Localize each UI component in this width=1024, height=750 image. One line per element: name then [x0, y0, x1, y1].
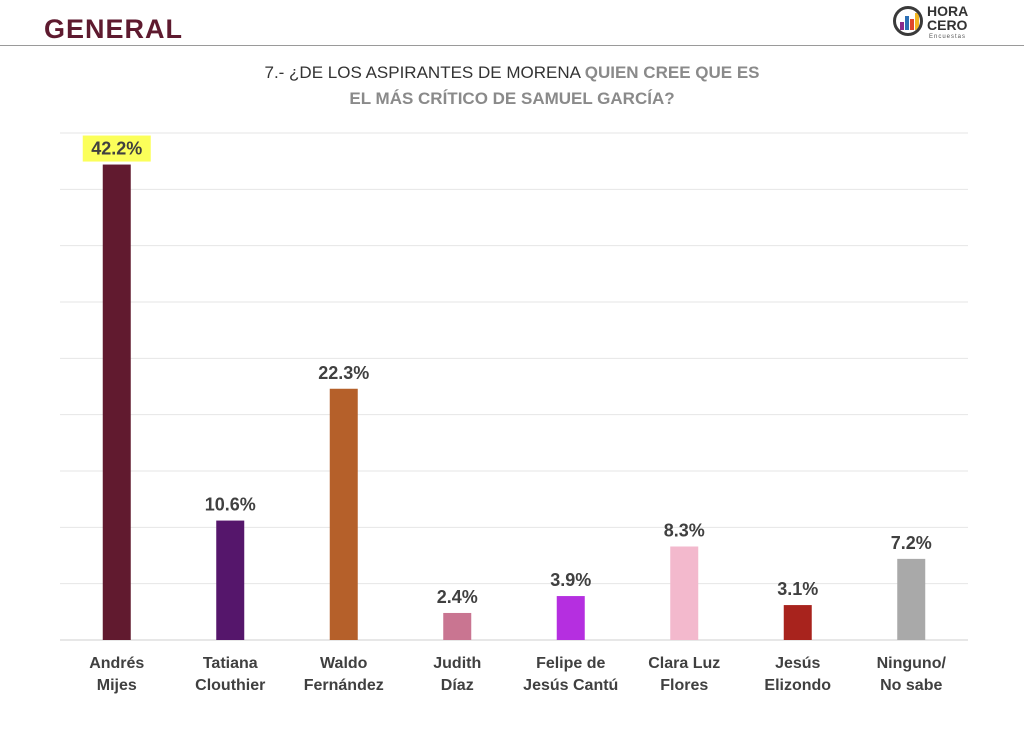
- category-label: Jesús Elizondo: [764, 655, 831, 694]
- bar: [443, 612, 472, 640]
- bar-value-label: 8.3%: [664, 520, 705, 540]
- category-label: Tatiana Clouthier: [195, 655, 265, 694]
- logo-tagline: Encuestas: [929, 34, 967, 40]
- bar: [102, 164, 131, 640]
- bar: [783, 605, 812, 640]
- question-highlight-2: EL MÁS CRÍTICO DE SAMUEL GARCÍA?: [349, 89, 675, 108]
- bar-value-label: 2.4%: [437, 587, 478, 607]
- bar-value-label: 3.9%: [550, 570, 591, 590]
- category-label: Ninguno/No sabe: [877, 655, 947, 694]
- bar-value-label: 42.2%: [91, 139, 142, 159]
- logo-chart-icon: [893, 6, 923, 36]
- bar: [897, 558, 926, 640]
- bar-value-label: 7.2%: [891, 533, 932, 553]
- question-title: 7.- ¿DE LOS ASPIRANTES DE MORENA QUIEN C…: [0, 60, 1024, 112]
- header-divider: [0, 45, 1024, 46]
- category-label: Judith Díaz: [433, 655, 481, 694]
- question-highlight-1: QUIEN CREE QUE ES: [584, 63, 760, 82]
- bar-value-label: 3.1%: [777, 579, 818, 599]
- category-label: Waldo Fernández: [304, 655, 384, 694]
- value-highlight: [82, 135, 151, 162]
- bar: [329, 388, 358, 640]
- logo-wordmark: HORA CERO: [927, 3, 969, 33]
- bar: [216, 520, 245, 640]
- category-label: Andrés Mijes: [89, 655, 144, 694]
- bar: [556, 596, 585, 640]
- category-label: Felipe de Jesús Cantú: [523, 655, 618, 694]
- bar: [670, 546, 699, 640]
- bar-value-label: 10.6%: [205, 495, 256, 515]
- category-label: Clara Luz Flores: [648, 655, 720, 694]
- question-prefix: 7.- ¿DE LOS ASPIRANTES DE MORENA: [264, 63, 585, 82]
- hora-cero-logo: HORA CERO Encuestas: [893, 4, 988, 44]
- page-title: GENERAL: [44, 14, 184, 44]
- bar-value-label: 22.3%: [318, 363, 369, 383]
